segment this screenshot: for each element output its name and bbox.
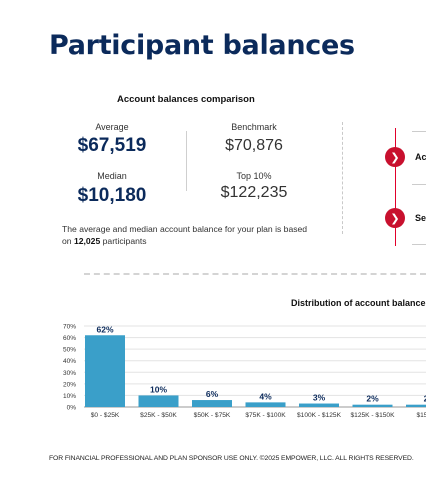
bar [352,404,393,407]
y-tick-label: 60% [63,335,76,342]
bar [245,402,286,407]
timeline-node-1[interactable]: ❯ [385,147,405,167]
participants-note: The average and median account balance f… [62,223,312,247]
bar-value-label: 10% [150,384,167,394]
x-tick-label: $25K - $50K [140,412,177,419]
note-suffix: participants [100,236,147,246]
bar-value-label: 6% [206,389,219,399]
y-tick-label: 30% [63,370,76,377]
y-tick-label: 50% [63,347,76,354]
bar [138,395,179,407]
y-tick-label: 10% [63,393,76,400]
chevron-right-icon: ❯ [390,150,400,164]
benchmark-value: $70,876 [225,137,283,154]
average-label: Average [95,122,129,132]
vertical-dashed-divider [342,122,343,234]
x-tick-label: $75K - $100K [245,412,286,419]
timeline-label-1: Ac [415,152,426,162]
y-tick-label: 0% [67,405,77,412]
average-value: $67,519 [77,135,147,156]
y-tick-label: 20% [63,381,76,388]
footer-text: FOR FINANCIAL PROFESSIONAL AND PLAN SPON… [49,455,414,462]
median-value: $10,180 [77,185,147,206]
horizontal-dashed-divider [84,273,426,275]
page-title: Participant balances [49,30,355,61]
chevron-right-icon: ❯ [390,211,400,225]
metrics-divider [186,131,187,191]
median-label: Median [97,171,127,181]
bar-value-label: 62% [96,324,113,334]
timeline-tick [412,244,426,245]
x-tick-label: $125K - $150K [351,412,396,419]
distribution-title: Distribution of account balance [291,298,426,308]
bar [192,400,232,407]
top10-value: $122,235 [220,184,288,201]
timeline-tick [412,184,426,185]
bar [299,403,339,407]
bar [406,404,426,407]
x-tick-label: $0 - $25K [91,412,120,419]
y-tick-label: 40% [63,358,76,365]
benchmark-label: Benchmark [231,122,277,132]
x-tick-label: $100K - $125K [297,412,342,419]
comparison-title: Account balances comparison [117,94,255,105]
bar-value-label: 3% [313,393,326,403]
participants-count: 12,025 [73,236,101,246]
bar [85,335,125,407]
timeline-label-2: Se [415,213,426,223]
bar-value-label: 2 [424,394,426,404]
timeline-node-2[interactable]: ❯ [385,208,405,228]
timeline-tick [412,131,426,132]
x-tick-label: $150K [416,412,426,419]
note-prefix: The average and median account balance f… [62,224,308,246]
x-tick-label: $50K - $75K [194,412,231,419]
bar-value-label: 4% [259,391,272,401]
bar-value-label: 2% [366,394,379,404]
y-tick-label: 70% [63,324,76,331]
top10-label: Top 10% [236,171,272,181]
timeline-line [395,128,396,246]
